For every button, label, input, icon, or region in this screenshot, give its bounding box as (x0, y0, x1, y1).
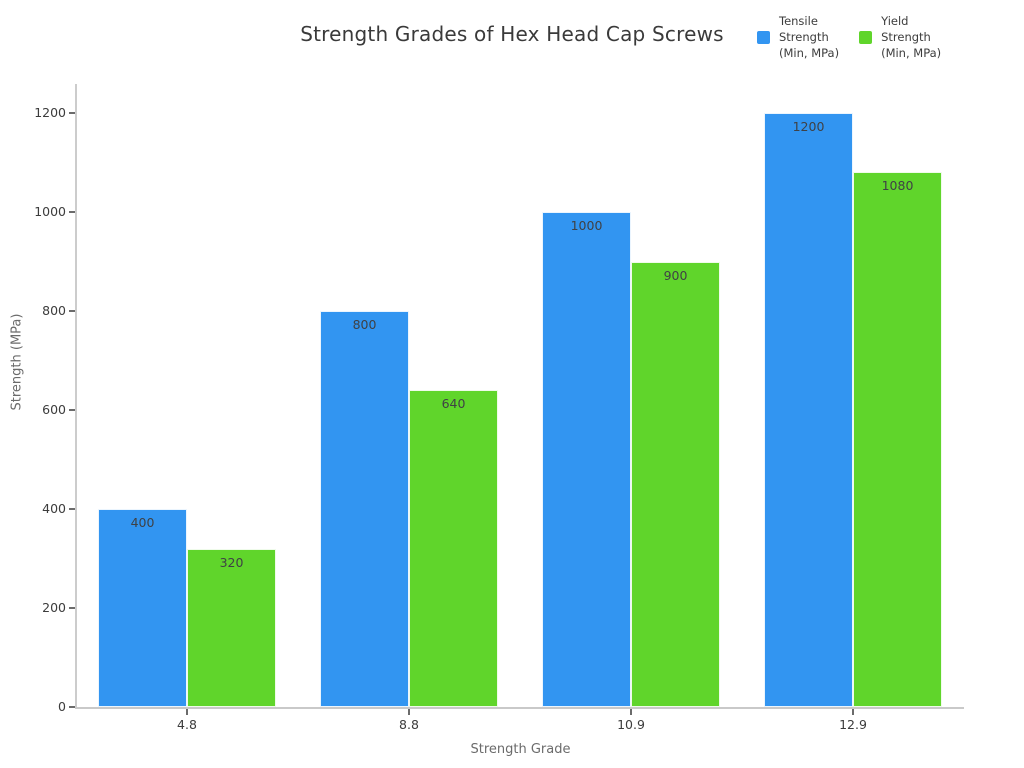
legend-item-tensile: Tensile Strength (Min, MPa) (757, 13, 839, 61)
x-tick-mark (630, 709, 632, 715)
y-tick-mark (69, 607, 75, 609)
bar-yield-4.8 (187, 548, 276, 707)
bar-value-label: 1080 (881, 178, 914, 194)
x-axis-title: Strength Grade (470, 742, 571, 757)
bar-tensile-8.8 (320, 311, 409, 707)
bar-tensile-10.9 (542, 212, 631, 707)
x-tick-label: 12.9 (839, 717, 867, 732)
y-tick-mark (69, 211, 75, 213)
y-tick-label: 800 (42, 303, 66, 318)
y-tick-mark (69, 409, 75, 411)
bar-tensile-4.8 (98, 509, 187, 707)
y-tick-label: 600 (42, 402, 66, 417)
bar-tensile-12.9 (764, 113, 853, 707)
legend-swatch-icon (859, 30, 873, 44)
bar-value-label: 640 (441, 396, 466, 412)
y-tick-mark (69, 310, 75, 312)
y-tick-label: 1000 (34, 204, 66, 219)
y-tick-mark (69, 706, 75, 708)
bar-yield-8.8 (409, 390, 498, 707)
y-tick-label: 400 (42, 501, 66, 516)
y-tick-label: 1200 (34, 105, 66, 120)
bar-value-label: 900 (663, 267, 688, 283)
bar-value-label: 320 (219, 554, 244, 570)
bar-value-label: 400 (130, 515, 155, 530)
legend-label: Yield Strength (Min, MPa) (881, 14, 942, 60)
y-tick-label: 0 (58, 699, 66, 714)
x-tick-mark (852, 709, 854, 715)
bar-value-label: 1200 (792, 119, 825, 134)
bar-value-label: 800 (352, 317, 377, 332)
x-tick-label: 8.8 (399, 717, 419, 732)
x-axis-line (75, 707, 964, 709)
y-axis-line (75, 84, 77, 709)
x-tick-mark (186, 709, 188, 715)
x-tick-mark (408, 709, 410, 715)
x-tick-label: 10.9 (617, 717, 645, 732)
legend-label: Tensile Strength (Min, MPa) (779, 14, 840, 60)
y-tick-mark (69, 112, 75, 114)
legend: Tensile Strength (Min, MPa) Yield Strengt… (757, 13, 942, 61)
bar-value-label: 1000 (570, 218, 603, 233)
legend-item-yield: Yield Strength (Min, MPa) (859, 13, 941, 61)
x-tick-label: 4.8 (177, 717, 197, 732)
bar-yield-10.9 (631, 261, 720, 707)
bar-yield-12.9 (853, 172, 942, 707)
chart-title: Strength Grades of Hex Head Cap Screws (300, 22, 724, 46)
y-tick-label: 200 (42, 600, 66, 615)
legend-swatch-icon (757, 30, 770, 44)
y-tick-mark (69, 508, 75, 510)
